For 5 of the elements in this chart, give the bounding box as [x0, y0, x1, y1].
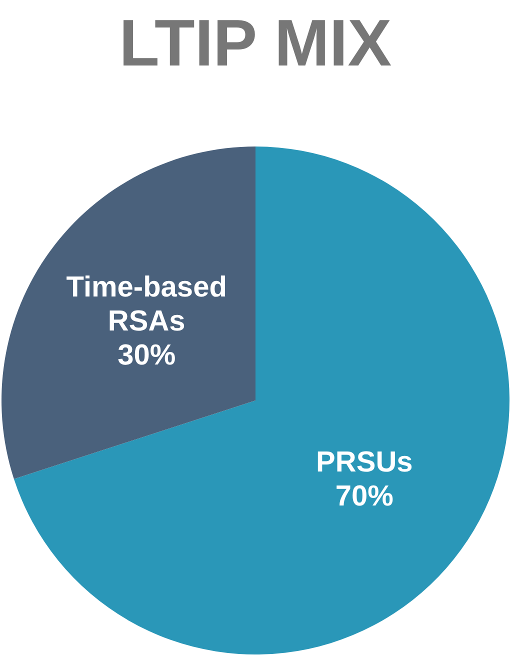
data-label: 70% — [335, 480, 394, 513]
slice-label: Time-based RSAs — [66, 271, 227, 338]
data-label: 30% — [118, 339, 176, 372]
slice-label: PRSUs — [316, 446, 413, 479]
chart-title: LTIP MIX — [119, 6, 392, 80]
